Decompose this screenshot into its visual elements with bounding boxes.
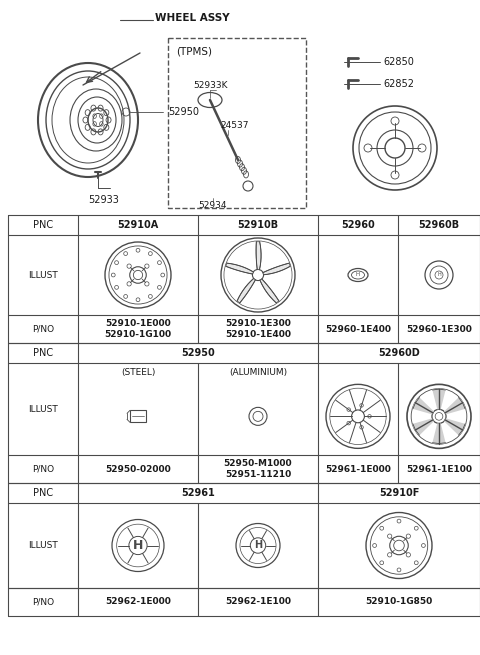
Text: 52960: 52960 (341, 220, 375, 230)
Text: ILLUST: ILLUST (28, 271, 58, 280)
Polygon shape (256, 242, 261, 270)
Text: 52910-1E300
52910-1E400: 52910-1E300 52910-1E400 (225, 319, 291, 339)
Text: 52910B: 52910B (238, 220, 278, 230)
Text: 52910-1E000
52910-1G100: 52910-1E000 52910-1G100 (105, 319, 171, 339)
Text: WHEEL ASSY: WHEEL ASSY (155, 13, 229, 23)
Polygon shape (237, 278, 255, 303)
Text: (STEEL): (STEEL) (121, 367, 155, 377)
Text: H: H (356, 272, 360, 278)
Polygon shape (432, 423, 446, 444)
Text: 52910F: 52910F (379, 488, 419, 498)
Text: 52950-02000: 52950-02000 (105, 464, 171, 474)
Text: H: H (254, 540, 262, 550)
Text: 52933K: 52933K (193, 81, 228, 90)
Text: 52961-1E000: 52961-1E000 (325, 464, 391, 474)
Text: P/NO: P/NO (32, 464, 54, 474)
Text: H: H (437, 272, 441, 278)
Text: (TPMS): (TPMS) (176, 46, 212, 56)
Text: (ALUMINIUM): (ALUMINIUM) (229, 367, 287, 377)
Text: 52962-1E100: 52962-1E100 (225, 597, 291, 607)
Text: P/NO: P/NO (32, 324, 54, 333)
Text: PNC: PNC (33, 488, 53, 498)
Text: 52961-1E100: 52961-1E100 (406, 464, 472, 474)
Text: 52933: 52933 (89, 195, 120, 205)
Text: 62852: 62852 (383, 79, 414, 89)
Text: 52962-1E000: 52962-1E000 (105, 597, 171, 607)
Polygon shape (432, 388, 446, 409)
Text: 52910-1G850: 52910-1G850 (365, 597, 432, 607)
Text: 52960-1E400: 52960-1E400 (325, 324, 391, 333)
Polygon shape (412, 419, 434, 436)
Text: ILLUST: ILLUST (28, 541, 58, 550)
Bar (130, 411, 146, 422)
Text: 52960-1E300: 52960-1E300 (406, 324, 472, 333)
Text: 52960D: 52960D (378, 348, 420, 358)
Text: 52961: 52961 (181, 488, 215, 498)
Polygon shape (444, 397, 466, 415)
Polygon shape (412, 397, 434, 415)
Text: 52950-M1000
52951-11210: 52950-M1000 52951-11210 (224, 459, 292, 479)
Polygon shape (444, 419, 466, 436)
Text: 52950: 52950 (168, 107, 199, 117)
Polygon shape (226, 263, 253, 274)
Text: 62850: 62850 (383, 57, 414, 67)
Text: 52950: 52950 (181, 348, 215, 358)
Bar (168, 38, 306, 208)
Text: 24537: 24537 (220, 121, 249, 130)
Text: ILLUST: ILLUST (28, 405, 58, 413)
Text: P/NO: P/NO (32, 597, 54, 607)
Text: H: H (133, 539, 143, 552)
Text: PNC: PNC (33, 348, 53, 358)
Polygon shape (260, 279, 279, 303)
Text: PNC: PNC (33, 220, 53, 230)
Polygon shape (263, 263, 290, 274)
Text: 52910A: 52910A (118, 220, 158, 230)
Text: 52934: 52934 (199, 200, 227, 210)
Text: 52960B: 52960B (419, 220, 459, 230)
